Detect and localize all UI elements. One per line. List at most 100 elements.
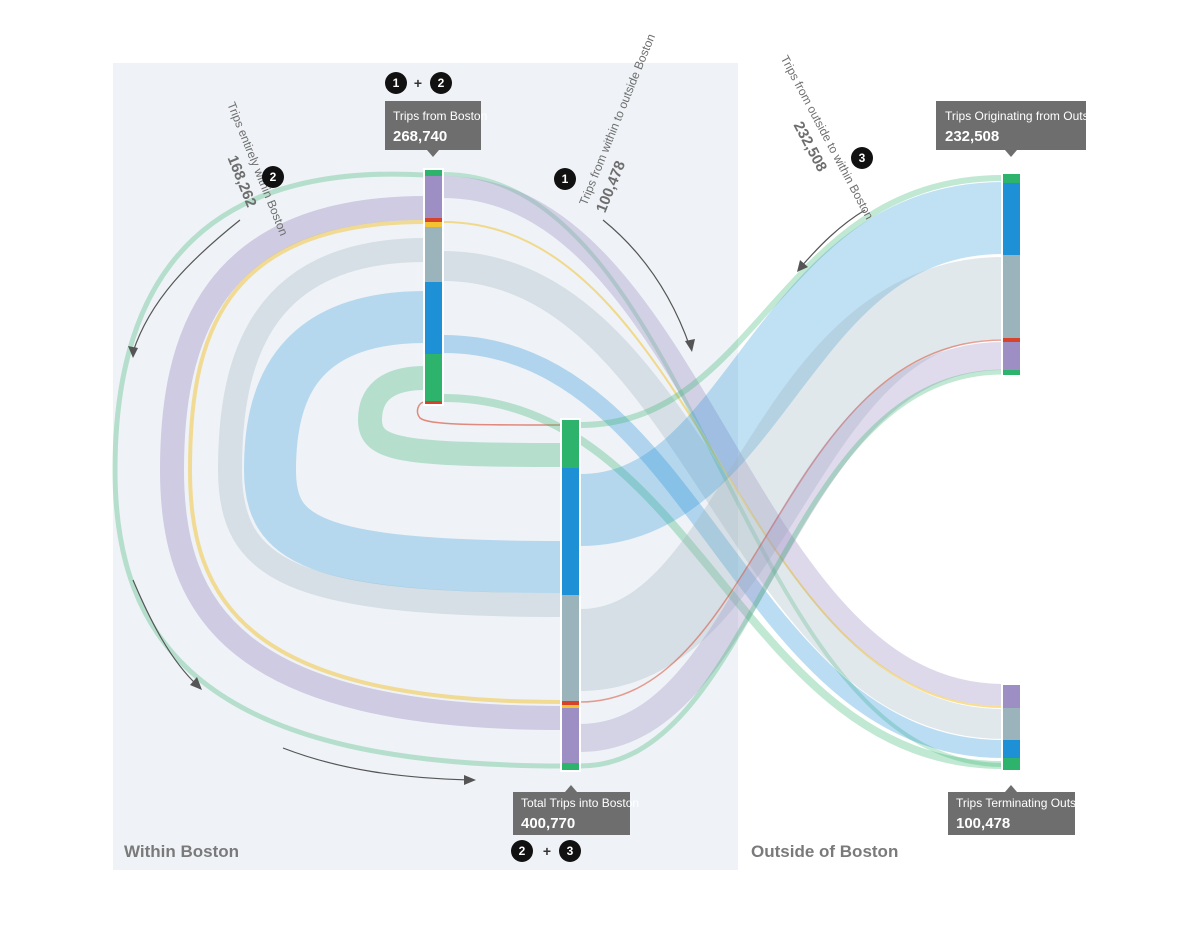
callout-title: Total Trips into Boston xyxy=(521,796,639,810)
bar-segment-purple xyxy=(562,708,579,763)
band-ow-blue xyxy=(578,182,1005,546)
region-label-within-boston: Within Boston xyxy=(124,842,239,861)
arrowhead xyxy=(685,339,695,352)
callout-total-trips-into-boston: Total Trips into Boston 400,770 xyxy=(513,785,639,835)
bar-segment-red xyxy=(425,401,442,404)
badge-circle xyxy=(430,72,452,94)
callout-pointer xyxy=(1005,150,1017,157)
bar-segment-slate xyxy=(1003,708,1020,740)
band-within-yellow xyxy=(187,220,563,704)
bar-segment-green xyxy=(562,763,579,770)
callout-title: Trips Terminating Outside xyxy=(956,796,1092,810)
band-ow-red xyxy=(579,339,1004,703)
arrowhead xyxy=(464,775,476,785)
callout-trips-from-boston: Trips from Boston 268,740 xyxy=(385,101,487,157)
badge-circle xyxy=(851,147,873,169)
band-wo-slate xyxy=(442,251,1004,739)
callout-value: 232,508 xyxy=(945,128,999,145)
badge-plus: + xyxy=(414,75,422,91)
badge-number: 2 xyxy=(519,844,526,858)
band-within-green-inner xyxy=(357,366,563,467)
arrow-within-to-outside xyxy=(602,219,691,348)
band-within-purple xyxy=(159,196,563,730)
callout-pointer xyxy=(1005,785,1017,792)
band-wo-purple xyxy=(442,176,1004,706)
bar-segment-blue xyxy=(425,282,442,354)
band-ow-slate xyxy=(577,257,1005,691)
bar-segment-yellow xyxy=(425,222,442,227)
badge-number: 2 xyxy=(270,170,277,184)
arrow-within-upper xyxy=(132,219,241,353)
badge-circle xyxy=(559,840,581,862)
flow-bands xyxy=(112,171,1005,769)
flow-label-outside-to-within: Trips from outside to within Boston 232,… xyxy=(778,53,877,222)
arrow-within-lower xyxy=(132,579,199,687)
badge-group-top: 1 + 2 xyxy=(385,72,452,94)
band-wo-green xyxy=(442,172,1004,767)
bar-segment-green xyxy=(562,420,579,468)
bar-segment-red xyxy=(562,701,579,705)
band-wo-yellow xyxy=(442,221,1004,708)
band-ow-purple xyxy=(579,342,1004,752)
flow-label-text: Trips from outside to within Boston xyxy=(778,53,877,222)
callout-trips-originating-outside: Trips Originating from Outside 232,508 xyxy=(936,101,1105,157)
callout-title: Trips from Boston xyxy=(393,109,487,123)
badge-circle xyxy=(511,840,533,862)
bar-segment-green xyxy=(1003,758,1020,770)
arrowhead xyxy=(190,677,202,690)
bar-total-trips-into-boston xyxy=(560,418,581,772)
callout-value: 400,770 xyxy=(521,815,575,832)
badge-number: 2 xyxy=(438,76,445,90)
callout-box xyxy=(936,101,1086,150)
badge-number: 1 xyxy=(393,76,400,90)
bar-segment-yellow xyxy=(562,705,579,708)
callout-trips-terminating-outside: Trips Terminating Outside 100,478 xyxy=(948,785,1092,835)
bar-segment-red xyxy=(425,218,442,222)
band-wo-blue xyxy=(442,335,1004,758)
bar-segment-blue xyxy=(562,468,579,595)
badge-number: 3 xyxy=(859,151,866,165)
callout-box xyxy=(948,792,1075,835)
callout-box xyxy=(513,792,630,835)
bar-segment-blue xyxy=(1003,740,1020,758)
callout-value: 100,478 xyxy=(956,815,1010,832)
bar-segment-red xyxy=(1003,338,1020,342)
bar-segment-purple xyxy=(1003,342,1020,370)
arrow-within-bottom xyxy=(282,747,471,781)
badge-circle xyxy=(554,168,576,190)
band-ow-green-2 xyxy=(579,369,1004,769)
bar-segment-purple xyxy=(425,176,442,218)
badge-number: 3 xyxy=(567,844,574,858)
arrowhead xyxy=(128,346,138,358)
badge-circle xyxy=(385,72,407,94)
flow-arrows xyxy=(132,209,866,781)
callout-title: Trips Originating from Outside xyxy=(945,109,1105,123)
callout-value: 268,740 xyxy=(393,128,447,145)
arrow-outside-to-within xyxy=(799,209,866,269)
bar-segment-purple xyxy=(1003,685,1020,708)
bar-trips-originating-outside xyxy=(1001,172,1022,377)
bar-segment-green xyxy=(425,354,442,401)
arrow-heads xyxy=(128,260,808,785)
band-wo-green-2 xyxy=(442,394,1004,769)
badge-plus: + xyxy=(543,843,551,859)
node-bars xyxy=(423,168,1022,772)
badge-circle xyxy=(262,166,284,188)
badge-outside-to-within: 3 xyxy=(851,147,873,169)
bar-segment-green xyxy=(425,170,442,176)
badge-number: 1 xyxy=(562,172,569,186)
band-within-green-outer xyxy=(112,171,563,769)
region-label-outside-boston: Outside of Boston xyxy=(751,842,898,861)
badge-within-to-outside: 1 xyxy=(554,168,576,190)
bar-segment-slate xyxy=(425,227,442,282)
bar-trips-terminating-outside xyxy=(1001,683,1022,772)
bar-segment-green xyxy=(1003,174,1020,183)
callout-box xyxy=(385,101,481,150)
bar-segment-blue xyxy=(1003,183,1020,255)
bar-segment-slate xyxy=(1003,255,1020,338)
callout-pointer xyxy=(427,150,439,157)
badge-group-bottom: 2 + 3 xyxy=(511,840,581,862)
bar-trips-from-boston xyxy=(423,168,444,406)
badge-within: 2 xyxy=(262,166,284,188)
